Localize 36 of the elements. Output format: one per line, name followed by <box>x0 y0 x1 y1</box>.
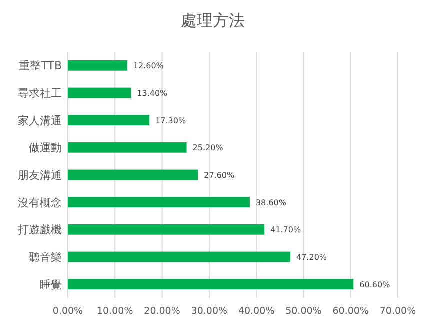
x-tick-label: 30.00% <box>191 306 228 317</box>
y-tick-label: 做運動 <box>29 142 62 155</box>
x-tick-label: 70.00% <box>380 306 416 317</box>
chart-title: 處理方法 <box>181 11 245 30</box>
bar <box>68 224 265 235</box>
bar <box>68 197 250 208</box>
y-tick-label: 沒有概念 <box>18 196 62 210</box>
bar <box>68 170 198 180</box>
data-label: 12.60% <box>133 62 164 71</box>
y-tick-label: 朋友溝通 <box>18 169 62 182</box>
data-label: 60.60% <box>360 280 391 290</box>
x-tick-label: 40.00% <box>238 306 275 317</box>
data-label: 17.30% <box>156 116 186 126</box>
x-tick-label: 50.00% <box>286 306 322 317</box>
data-label: 38.60% <box>256 198 287 208</box>
y-tick-label: 打遊戲機 <box>17 224 62 237</box>
bar <box>68 279 354 290</box>
y-tick-label: 家人溝通 <box>18 114 62 128</box>
x-tick-label: 60.00% <box>332 306 369 317</box>
x-tick-label: 0.00% <box>52 306 84 317</box>
data-label: 41.70% <box>270 226 302 235</box>
bar <box>68 60 128 71</box>
bar <box>68 88 132 98</box>
x-tick-label: 20.00% <box>144 306 180 317</box>
y-tick-label: 尋求社工 <box>18 87 62 100</box>
bar <box>68 115 150 126</box>
data-label: 13.40% <box>137 89 168 98</box>
bar <box>68 252 291 262</box>
y-tick-label: 睡覺 <box>40 278 62 292</box>
data-label: 27.60% <box>204 171 236 180</box>
y-tick-label: 聽音樂 <box>29 251 62 264</box>
data-label: 25.20% <box>192 144 224 153</box>
x-tick-label: 10.00% <box>97 306 134 317</box>
data-label: 47.20% <box>296 253 328 262</box>
bar <box>68 142 187 153</box>
y-tick-label: 重整TTB <box>19 60 62 73</box>
